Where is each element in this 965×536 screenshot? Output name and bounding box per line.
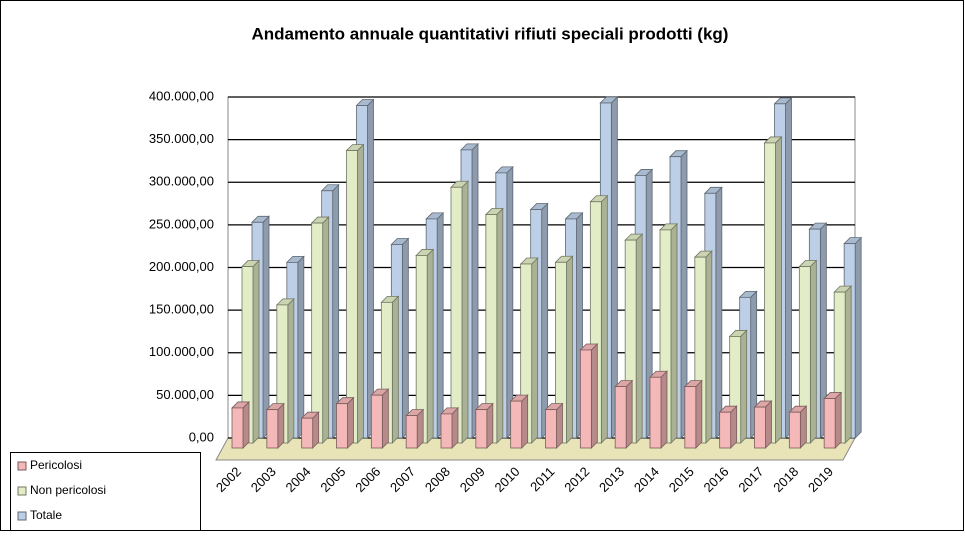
legend-box [10,452,201,531]
y-tick-label: 300.000,00 [149,174,214,189]
bar-side [322,216,330,444]
bar-side [391,295,399,444]
bar-side [670,222,678,444]
bar-side [252,259,260,444]
bar-side [416,408,424,449]
bar-side [730,405,738,449]
bar [336,403,348,449]
bar-side [660,370,668,449]
bar [266,409,279,449]
bar [370,394,383,449]
y-tick-label: 150.000,00 [149,302,214,317]
bar [684,386,697,449]
legend-swatch [17,486,27,496]
bar [545,409,557,449]
bar-side [715,186,723,439]
bar-side [834,391,842,449]
bar [450,186,463,444]
y-tick-label: 0,00 [189,429,214,444]
bar [823,398,836,449]
bar-side [486,402,494,449]
bar-side [347,396,354,449]
y-tick-label: 100.000,00 [149,344,214,359]
bar [579,349,592,449]
legend-label: Non pericolosi [30,483,106,497]
bar-side [461,180,469,444]
bar-side [765,400,772,449]
y-tick-label: 50.000,00 [156,387,214,402]
bar-side [541,202,549,439]
bar-side [496,207,504,444]
bar [719,411,732,449]
bar [301,417,314,449]
bar [311,222,324,444]
chart-title: Andamento annuale quantitativi rifiuti s… [252,24,729,43]
bar-side [785,96,792,439]
bar-side [471,142,479,439]
bar [231,407,244,449]
y-tick-label: 400.000,00 [149,88,214,103]
bar-side [506,165,514,439]
bar-side [566,255,573,444]
bar [614,386,627,449]
bar-side [556,402,563,449]
bar-side [844,285,852,444]
legend-swatch [17,461,27,471]
bar-side [590,342,598,449]
bar-side [367,98,374,439]
bar-side [705,250,713,444]
bar-side [277,402,285,449]
bar-side [426,248,434,444]
y-tick-label: 350.000,00 [149,131,214,146]
bar-side [287,297,295,444]
bar-side [242,400,250,449]
bar-side [357,143,364,444]
bar-side [451,406,459,449]
bar [754,406,766,449]
bar [764,142,776,444]
bar-side [775,135,782,444]
bar-side [809,259,817,444]
y-tick-label: 200.000,00 [149,259,214,274]
legend-swatch [17,511,27,521]
bar [649,376,662,449]
bar-side [799,405,807,449]
bar-side [381,388,389,449]
bar-side [740,329,748,444]
bar [405,415,418,449]
bar-side [332,183,340,439]
bar [475,409,488,449]
legend-label: Pericolosi [30,458,82,472]
bar-side [531,257,539,444]
bar-side [625,379,633,449]
bar-side [635,233,643,444]
bar-side [262,215,270,439]
bar-side [695,379,703,449]
bar-side [854,236,862,439]
y-tick-label: 250.000,00 [149,216,214,231]
bar-side [600,194,608,444]
bar-side [521,394,529,449]
bar [440,413,453,449]
bar-side [297,255,305,439]
bar [510,400,523,449]
legend: Pericolosi Non pericolosi Totale [10,452,201,531]
bar [788,411,801,449]
bar-side [436,211,444,439]
legend-label: Totale [30,508,62,522]
bar-side [401,237,409,439]
